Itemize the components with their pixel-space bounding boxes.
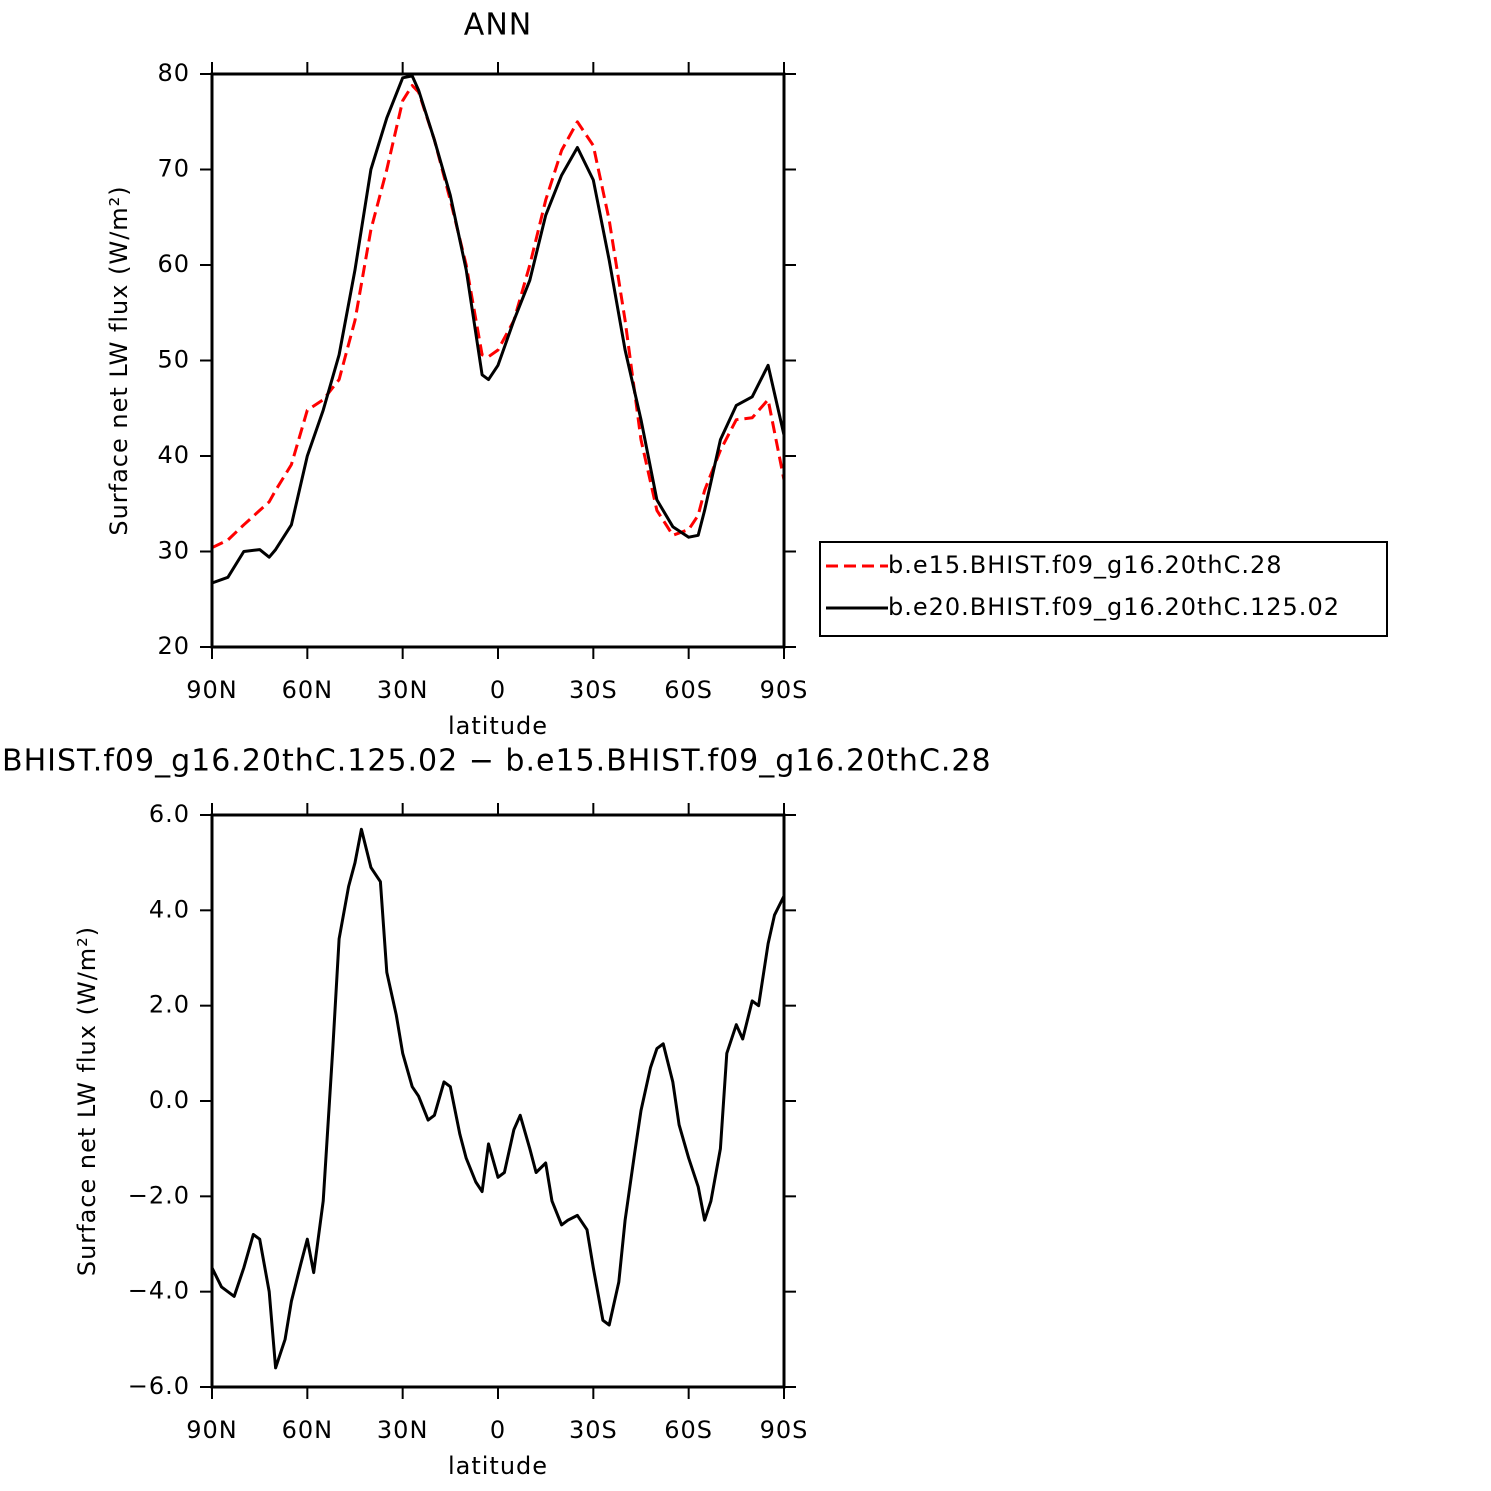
data-line xyxy=(210,827,786,1370)
x-tick-label: 60S xyxy=(664,1416,713,1444)
y-tick-label: 80 xyxy=(157,59,190,87)
chart-title: BHIST.f09_g16.20thC.125.02 − b.e15.BHIST… xyxy=(2,744,992,779)
x-tick-label: 30S xyxy=(569,676,618,704)
x-tick-label: 30N xyxy=(377,676,429,704)
x-tick-label: 30N xyxy=(377,1416,429,1444)
legend-box xyxy=(819,541,1388,637)
plot-frame xyxy=(210,72,786,649)
x-tick-label: 90N xyxy=(186,676,238,704)
y-tick-label: 6.0 xyxy=(149,800,190,828)
y-tick-label: −6.0 xyxy=(128,1372,190,1400)
x-axis-label: latitude xyxy=(448,1452,548,1480)
y-tick-label: 30 xyxy=(157,537,190,565)
x-tick-label: 60N xyxy=(282,676,334,704)
legend-label: b.e15.BHIST.f09_g16.20thC.28 xyxy=(888,551,1283,579)
y-tick-label: −4.0 xyxy=(128,1277,190,1305)
y-tick-label: 2.0 xyxy=(149,991,190,1019)
x-tick-label: 0 xyxy=(490,676,506,704)
x-tick-label: 90S xyxy=(760,1416,809,1444)
y-axis-label: Surface net LW flux (W/m²) xyxy=(105,185,133,535)
x-tick-label: 90S xyxy=(760,676,809,704)
x-tick-label: 60S xyxy=(664,676,713,704)
y-axis-label: Surface net LW flux (W/m²) xyxy=(73,926,101,1276)
y-tick-label: −2.0 xyxy=(128,1181,190,1209)
chart-title: ANN xyxy=(464,8,532,43)
x-tick-label: 90N xyxy=(186,1416,238,1444)
plot-frame xyxy=(210,813,786,1389)
legend-label: b.e20.BHIST.f09_g16.20thC.125.02 xyxy=(888,593,1340,621)
y-tick-label: 60 xyxy=(157,250,190,278)
x-tick-label: 30S xyxy=(569,1416,618,1444)
data-line xyxy=(211,74,786,585)
y-tick-label: 70 xyxy=(157,155,190,183)
y-tick-label: 20 xyxy=(157,632,190,660)
data-line xyxy=(211,84,786,550)
y-tick-label: 4.0 xyxy=(149,895,190,923)
y-tick-label: 0.0 xyxy=(149,1086,190,1114)
x-tick-label: 60N xyxy=(282,1416,334,1444)
x-tick-label: 0 xyxy=(490,1416,506,1444)
y-tick-label: 40 xyxy=(157,441,190,469)
y-tick-label: 50 xyxy=(157,346,190,374)
x-axis-label: latitude xyxy=(448,712,548,740)
